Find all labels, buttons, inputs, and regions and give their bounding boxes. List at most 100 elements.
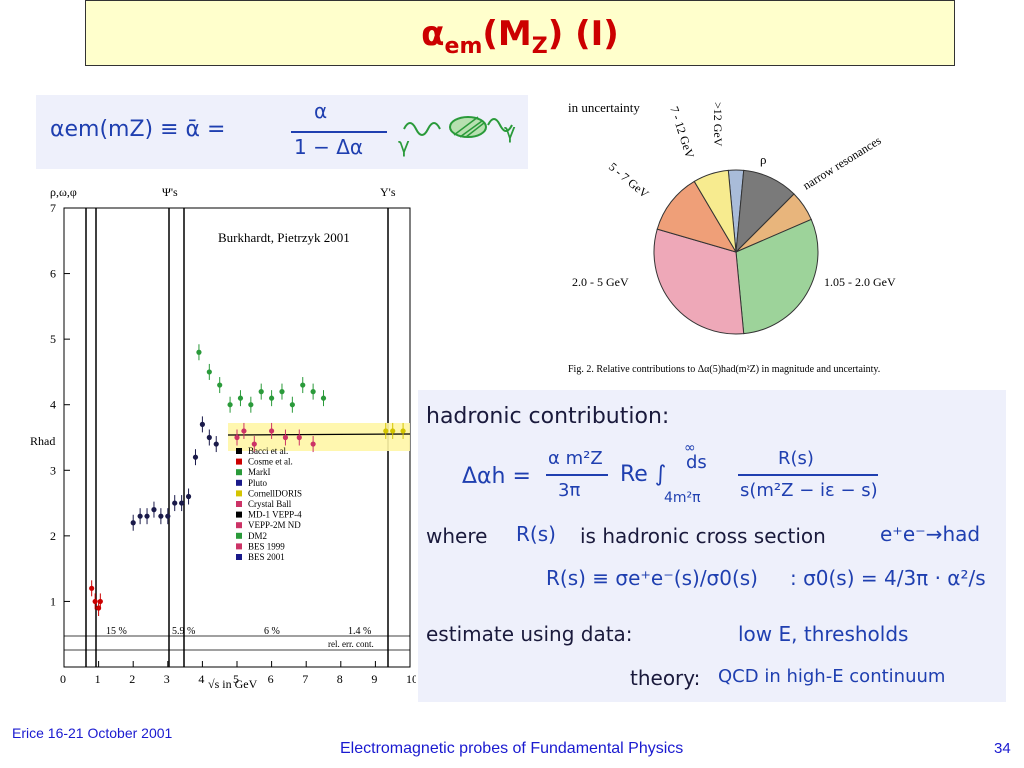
pie-label-12gev: >12 GeV — [711, 102, 725, 147]
data-point — [251, 441, 257, 447]
y-tick-label: 6 — [50, 267, 56, 281]
ds: ds — [686, 452, 707, 473]
data-point — [206, 369, 212, 375]
error-band-1: 15 % — [106, 626, 127, 637]
data-point — [179, 500, 185, 506]
data-point — [390, 428, 396, 434]
pie-slice — [735, 218, 819, 335]
legend-marker — [236, 469, 242, 476]
pie-figure: in uncertainty >12 GeV ρ narrow resonanc… — [536, 90, 916, 390]
data-points — [89, 344, 406, 616]
qcd-line — [227, 433, 411, 436]
data-point — [296, 434, 302, 441]
re-integral: Re ∫ — [620, 462, 667, 487]
data-point — [269, 395, 275, 401]
legend-entry: VEPP-2M ND — [248, 520, 301, 530]
y-tick-label: 5 — [50, 332, 56, 346]
legend-entry: Bacci et al. — [248, 446, 288, 456]
data-point — [320, 395, 327, 401]
rs-def: R(s) ≡ σe⁺e⁻(s)/σ0(s) — [546, 566, 758, 590]
hadronic-heading: hadronic contribution: — [426, 404, 670, 429]
data-point — [227, 402, 233, 408]
x-tick-label: 5 — [233, 672, 239, 686]
error-band-2: 5.9 % — [172, 626, 195, 637]
frac-bar-1 — [546, 474, 608, 476]
data-point — [241, 428, 247, 434]
error-band-4: 1.4 % — [348, 626, 371, 637]
delta-eq: Δαh = — [462, 464, 531, 489]
y-axis-label: Rhad — [30, 434, 55, 448]
legend-marker — [236, 511, 242, 518]
data-point — [258, 389, 264, 395]
data-point — [213, 441, 219, 447]
formula-numerator: α — [314, 99, 328, 123]
data-point — [151, 507, 157, 513]
pie-slice — [693, 169, 737, 253]
data-point — [300, 382, 306, 388]
legend-entry: BES 2001 — [248, 552, 285, 562]
legend-entry: Crystal Ball — [248, 499, 292, 509]
x-tick-label: 8 — [337, 672, 343, 686]
x-tick-label: 1 — [95, 672, 101, 686]
x-tick-label: 9 — [371, 672, 377, 686]
frac-den: 3π — [558, 480, 581, 501]
legend-marker — [236, 448, 242, 454]
formula-denominator: 1 − Δα — [294, 135, 364, 159]
x-tick-label: 7 — [302, 672, 308, 686]
pie-label-2-5: 2.0 - 5 GeV — [572, 275, 629, 289]
pie-label-narrow: narrow resonances — [800, 133, 884, 193]
data-point — [248, 402, 254, 408]
legend-marker — [236, 490, 242, 497]
pie-label-105: 1.05 - 2.0 GeV — [824, 275, 896, 289]
legend-entry: Cosme et al. — [248, 457, 293, 467]
data-point — [310, 441, 316, 447]
data-point — [282, 434, 289, 441]
pie-corner-label: in uncertainty — [568, 100, 640, 115]
legend-entry: Pluto — [248, 478, 268, 488]
slide-title: αem(MZ) (I) — [421, 14, 619, 59]
gamma-left: γ — [398, 133, 410, 157]
legend-marker — [236, 532, 242, 539]
data-point — [206, 434, 212, 441]
frac-num: α m²Z — [548, 448, 603, 469]
pie-slice — [653, 228, 745, 335]
vacuum-polarization-icon — [403, 116, 513, 138]
data-point — [158, 513, 164, 519]
data-point — [144, 513, 150, 519]
legend-entry: DM2 — [248, 531, 267, 541]
footer-center: Electromagnetic probes of Fundamental Ph… — [340, 740, 684, 757]
y-tick-label: 2 — [50, 529, 56, 543]
sigma0-def: : σ0(s) = 4/3π · α²/s — [790, 566, 986, 590]
legend-marker — [236, 554, 242, 560]
x-ticks: 0 1 2 3 4 5 6 7 8 9 10 — [60, 661, 416, 686]
where-text: where — [426, 524, 488, 548]
data-point — [217, 382, 223, 388]
data-point — [196, 349, 202, 355]
data-point — [383, 428, 389, 434]
y-tick-label: 1 — [50, 594, 56, 608]
data-point — [289, 402, 295, 408]
is-text: is hadronic cross section — [580, 524, 826, 548]
x-tick-label: 2 — [129, 672, 135, 686]
limit-low: 4m²π — [664, 490, 701, 506]
page-number: 34 — [994, 740, 1011, 757]
pie-chart: in uncertainty >12 GeV ρ narrow resonanc… — [568, 100, 896, 375]
legend-marker — [236, 543, 242, 550]
x-tick-label: 6 — [268, 672, 274, 686]
title-box: αem(MZ) (I) — [85, 0, 955, 66]
y-ticks: 1 2 3 4 5 6 7 — [50, 201, 70, 608]
theory-text: theory: — [630, 666, 701, 690]
continuum-band — [228, 423, 410, 451]
y-tick-label: 7 — [50, 201, 56, 215]
pie-label-7-12: 7 - 12 GeV — [667, 105, 697, 161]
data-point — [310, 389, 316, 395]
qcd-text: QCD in high-E continuum — [718, 666, 946, 687]
formula-lhs: αem(mZ) ≡ ᾱ = — [50, 117, 226, 142]
pie-caption: Fig. 2. Relative contributions to Δα(5)h… — [568, 364, 880, 375]
x-tick-label: 4 — [198, 672, 204, 686]
y-tick-label: 4 — [50, 398, 56, 412]
y-tick-label: 3 — [50, 463, 56, 477]
rs-num: R(s) — [778, 448, 814, 469]
pie-slice — [656, 180, 738, 253]
x-tick-label: 3 — [164, 672, 170, 686]
